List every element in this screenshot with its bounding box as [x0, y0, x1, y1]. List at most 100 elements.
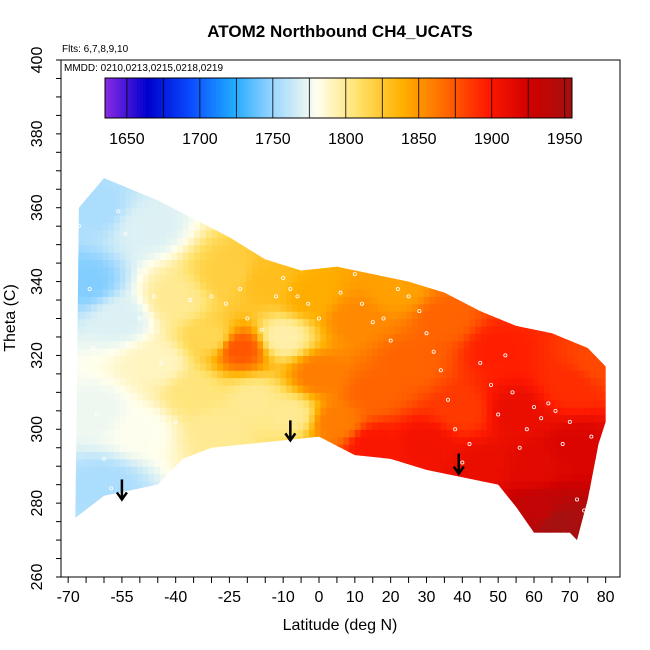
heatmap-cell — [159, 244, 167, 253]
heatmap-cell — [68, 511, 74, 519]
heatmap-cell — [177, 444, 184, 453]
heatmap-cell — [503, 377, 511, 386]
heatmap-cell — [159, 377, 167, 386]
heatmap-cell — [406, 311, 413, 320]
heatmap-cell — [566, 429, 574, 438]
heatmap-cell — [578, 414, 585, 423]
heatmap-cell — [423, 192, 430, 201]
heatmap-cell — [475, 266, 482, 275]
heatmap-cell — [171, 510, 178, 519]
heatmap-cell — [526, 458, 534, 467]
heatmap-cell — [549, 340, 557, 349]
heatmap-cell — [423, 495, 430, 504]
heatmap-cell — [469, 414, 476, 423]
heatmap-cell — [268, 215, 276, 224]
heatmap-cell — [211, 392, 218, 401]
heatmap-cell — [475, 252, 482, 261]
heatmap-cell — [556, 547, 562, 555]
heatmap-cell — [331, 244, 339, 253]
heatmap-cell — [406, 348, 413, 357]
heatmap-cell — [544, 399, 551, 408]
heatmap-cell — [435, 495, 442, 504]
heatmap-cell — [549, 348, 557, 357]
heatmap-cell — [475, 215, 482, 224]
heatmap-cell — [286, 458, 293, 467]
heatmap-cell — [314, 362, 322, 371]
heatmap-cell — [206, 547, 212, 555]
heatmap-cell — [303, 540, 310, 541]
heatmap-cell — [159, 222, 167, 231]
heatmap-cell — [423, 510, 430, 519]
heatmap-cell — [125, 444, 132, 453]
heatmap-cell — [509, 281, 516, 290]
heatmap-cell — [222, 458, 230, 467]
heatmap-cell — [68, 341, 74, 349]
heatmap-cell — [526, 252, 534, 261]
heatmap-cell — [297, 178, 304, 179]
heatmap-cell — [469, 495, 476, 504]
heatmap-cell — [417, 178, 425, 187]
heatmap-cell — [354, 480, 362, 489]
heatmap-cell — [480, 503, 488, 512]
heatmap-cell — [372, 466, 379, 475]
heatmap-cell — [406, 318, 413, 327]
heatmap-cell — [503, 288, 511, 297]
heatmap-cell — [68, 311, 74, 319]
heatmap-cell — [165, 444, 172, 453]
heatmap-cell — [194, 237, 201, 246]
heatmap-cell — [251, 392, 258, 401]
heatmap-cell — [469, 229, 476, 238]
heatmap-cell — [148, 207, 155, 216]
heatmap-cell — [503, 480, 511, 489]
heatmap-cell — [572, 281, 580, 290]
heatmap-cell — [360, 207, 367, 216]
heatmap-cell — [240, 532, 247, 541]
heatmap-cell — [102, 185, 109, 194]
heatmap-cell — [102, 325, 109, 334]
heatmap-cell — [532, 215, 539, 224]
heatmap-cell — [182, 384, 190, 393]
heatmap-cell — [360, 259, 367, 268]
heatmap-cell — [515, 444, 522, 453]
heatmap-cell — [68, 222, 74, 230]
heatmap-cell — [452, 333, 459, 342]
heatmap-cell — [68, 200, 74, 208]
heatmap-cell — [119, 510, 127, 519]
heatmap-cell — [234, 436, 241, 445]
heatmap-cell — [595, 451, 602, 460]
heatmap-cell — [400, 362, 408, 371]
heatmap-cell — [291, 473, 299, 482]
heatmap-cell — [274, 488, 281, 497]
heatmap-cell — [440, 458, 448, 467]
heatmap-cell — [85, 207, 92, 216]
heatmap-cell — [182, 436, 190, 445]
heatmap-cell — [91, 540, 98, 541]
heatmap-cell — [177, 488, 184, 497]
heatmap-cell — [372, 259, 379, 268]
heatmap-cell — [446, 540, 453, 541]
heatmap-cell — [509, 296, 516, 305]
heatmap-cell — [274, 318, 281, 327]
heatmap-cell — [354, 296, 362, 305]
heatmap-cell — [274, 510, 281, 519]
heatmap-cell — [171, 370, 178, 379]
heatmap-cell — [297, 303, 304, 312]
heatmap-cell — [314, 192, 322, 201]
heatmap-cell — [114, 384, 121, 393]
heatmap-cell — [303, 311, 310, 320]
heatmap-cell — [394, 348, 402, 357]
heatmap-cell — [584, 429, 591, 438]
heatmap-cell — [326, 384, 333, 393]
heatmap-cell — [566, 244, 574, 253]
heatmap-cell — [188, 362, 195, 371]
heatmap-cell — [406, 296, 413, 305]
heatmap-cell — [286, 244, 293, 253]
heatmap-cell — [595, 311, 602, 320]
heatmap-cell — [211, 325, 218, 334]
heatmap-cell — [515, 532, 522, 541]
heatmap-cell — [429, 296, 436, 305]
heatmap-cell — [102, 178, 109, 187]
heatmap-cell — [292, 547, 298, 555]
heatmap-cell — [521, 340, 528, 349]
heatmap-cell — [360, 222, 367, 231]
